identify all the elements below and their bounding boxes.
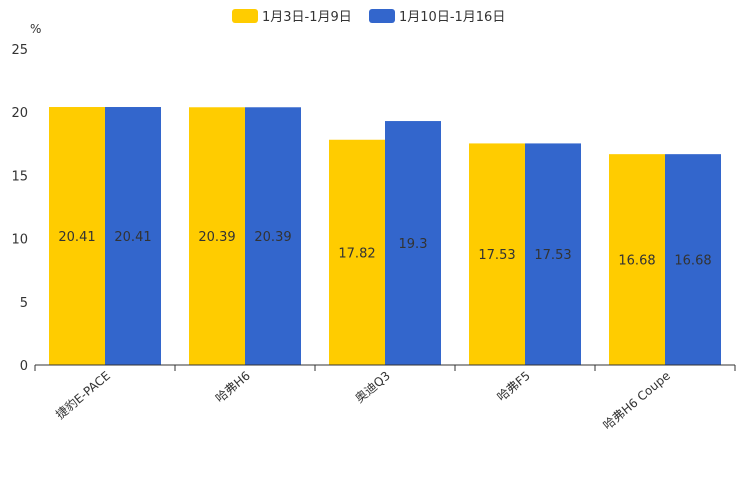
data-label: 20.39: [198, 230, 235, 245]
y-tick-label: 25: [11, 43, 28, 58]
bar-1-2: [329, 139, 385, 365]
legend: 1月3日-1月9日 1月10日-1月16日: [232, 9, 505, 25]
x-category-label: 奥迪Q3: [352, 369, 392, 406]
legend-label-series-2: 1月10日-1月16日: [399, 10, 505, 25]
bars: [49, 107, 721, 366]
y-tick-label: 15: [11, 169, 28, 184]
y-axis: 0 5 10 15 20 25: [11, 43, 28, 374]
bar-1-0: [49, 107, 105, 365]
bar-2-0: [105, 107, 161, 365]
bar-1-1: [189, 107, 245, 366]
legend-swatch-series-2: [369, 9, 395, 23]
y-tick-label: 0: [20, 359, 28, 374]
x-category-label: 捷豹E-PACE: [52, 368, 112, 422]
data-label: 19.3: [399, 237, 428, 252]
data-label: 17.82: [338, 246, 375, 261]
data-label: 20.41: [58, 230, 95, 245]
bar-2-2: [385, 121, 441, 365]
bar-2-1: [245, 107, 301, 366]
bar-2-3: [525, 143, 581, 365]
x-category-label: 哈弗F5: [494, 369, 533, 405]
y-tick-label: 5: [20, 296, 28, 311]
data-label: 17.53: [534, 248, 571, 263]
data-label: 16.68: [674, 254, 711, 269]
legend-label-series-1: 1月3日-1月9日: [262, 10, 352, 25]
data-label: 17.53: [478, 248, 515, 263]
data-label: 20.41: [114, 230, 151, 245]
bar-2-4: [665, 154, 721, 365]
y-tick-label: 10: [11, 233, 28, 248]
data-label: 20.39: [254, 230, 291, 245]
y-axis-unit: %: [30, 22, 41, 36]
data-label: 16.68: [618, 254, 655, 269]
y-tick-label: 20: [11, 106, 28, 121]
x-category-label: 哈弗H6: [213, 369, 253, 406]
bar-1-3: [469, 143, 525, 365]
x-category-label: 哈弗H6 Coupe: [600, 369, 672, 433]
legend-swatch-series-1: [232, 9, 258, 23]
bar-1-4: [609, 154, 665, 365]
data-labels: 20.41 20.41 20.39 20.39 17.82 19.3 17.53 17.53 1…: [58, 230, 711, 269]
x-axis: 捷豹E-PACE 哈弗H6 奥迪Q3 哈弗F5 哈弗H6 Coupe: [34, 365, 736, 433]
